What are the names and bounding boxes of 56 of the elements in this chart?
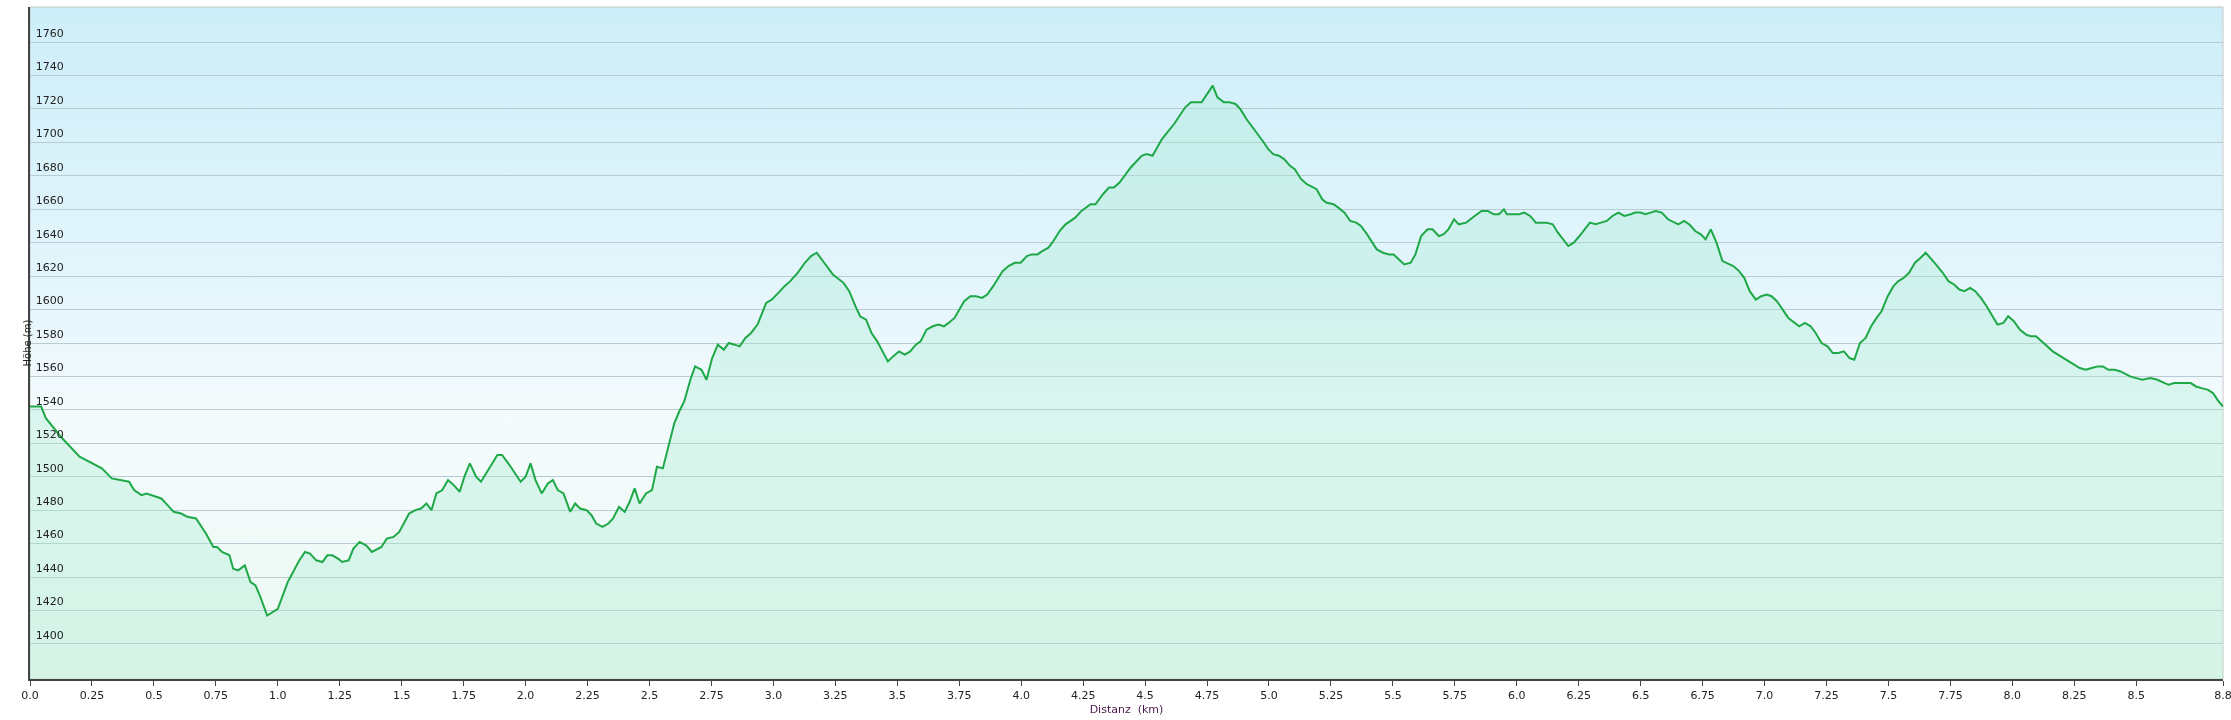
x-tick-label: 5.5 xyxy=(1384,689,1402,703)
y-tick-label: 1420 xyxy=(35,595,64,609)
y-tick-label: 1660 xyxy=(35,194,64,208)
x-tick-label: 1.25 xyxy=(327,689,352,703)
x-tick-label: 6.75 xyxy=(1690,689,1715,703)
x-tick-label: 7.25 xyxy=(1814,689,1839,703)
x-tick-label: 3.5 xyxy=(888,689,907,703)
x-tick-label: 4.0 xyxy=(1012,689,1030,703)
y-tick-label: 1620 xyxy=(35,260,64,274)
x-tick-label: 7.75 xyxy=(1938,689,1963,703)
x-tick-label: 5.25 xyxy=(1318,689,1344,703)
y-tick-label: 1640 xyxy=(35,227,64,241)
y-axis-title: Höhe (m) xyxy=(22,319,34,367)
x-tick-label: 6.5 xyxy=(1631,689,1650,703)
x-tick-label: 4.75 xyxy=(1194,689,1220,703)
x-tick-label: 8.0 xyxy=(2003,689,2022,703)
x-tick-label: 2.0 xyxy=(516,689,535,703)
y-tick-label: 1580 xyxy=(35,327,64,341)
x-tick-label: 0.5 xyxy=(145,689,163,703)
x-tick-label: 2.25 xyxy=(575,689,600,703)
x-tick-label: 8.5 xyxy=(2127,689,2146,703)
y-tick-label: 1480 xyxy=(35,495,64,509)
x-tick-label: 7.5 xyxy=(1879,689,1898,703)
y-tick-label: 1560 xyxy=(35,361,64,375)
y-tick-label: 1600 xyxy=(35,294,64,308)
x-axis-title: Distanz (km) xyxy=(1089,702,1164,716)
y-tick-label: 1740 xyxy=(35,60,64,74)
y-tick-label: 1540 xyxy=(35,394,64,408)
x-tick-label: 5.0 xyxy=(1260,689,1278,703)
x-tick-label: 0.25 xyxy=(79,689,105,703)
y-tick-label: 1460 xyxy=(35,528,64,542)
y-tick-label: 1760 xyxy=(35,26,64,40)
y-tick-label: 1700 xyxy=(35,127,64,141)
y-tick-label: 1400 xyxy=(35,628,64,642)
x-tick-label: 3.75 xyxy=(946,689,972,703)
y-tick-label: 1680 xyxy=(35,160,64,174)
y-tick-label: 1440 xyxy=(35,561,64,575)
x-tick-label: 0.0 xyxy=(21,689,39,703)
x-tick-label: 2.5 xyxy=(640,689,659,703)
x-tick-label: 6.0 xyxy=(1508,689,1526,703)
x-tick-label: 1.5 xyxy=(392,689,411,703)
x-tick-label: 3.0 xyxy=(764,689,783,703)
x-tick-label: 8.25 xyxy=(2062,689,2087,703)
y-tick-label: 1500 xyxy=(35,461,64,475)
x-tick-label: 1.75 xyxy=(451,689,476,703)
x-tick-label: 1.0 xyxy=(269,689,287,703)
y-tick-label: 1720 xyxy=(35,93,64,107)
x-tick-label: 7.0 xyxy=(1755,689,1774,703)
x-tick-label: 5.75 xyxy=(1442,689,1468,703)
x-tick-label: 0.75 xyxy=(203,689,229,703)
x-tick-label: 3.25 xyxy=(823,689,848,703)
x-tick-label: 8.8 xyxy=(2214,689,2231,703)
x-tick-label: 4.5 xyxy=(1136,689,1154,703)
x-tick-label: 6.25 xyxy=(1566,689,1591,703)
x-tick-label: 4.25 xyxy=(1070,689,1096,703)
x-tick-label: 2.75 xyxy=(699,689,724,703)
